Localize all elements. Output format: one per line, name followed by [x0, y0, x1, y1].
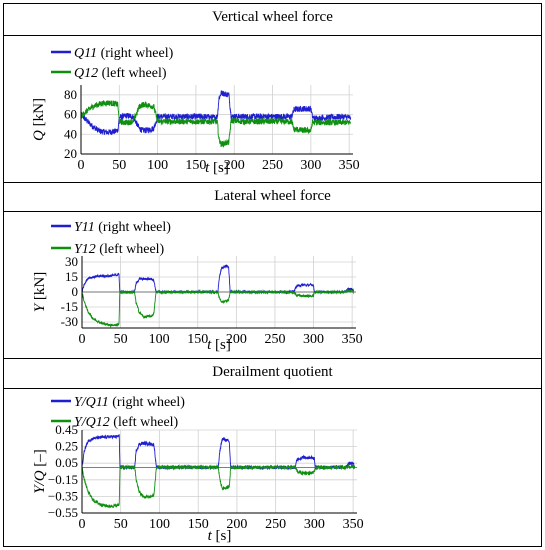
series-line-0: [81, 263, 355, 295]
y-tick-label: -30: [61, 314, 78, 329]
series-line-1: [81, 288, 355, 328]
x-tick-label: 0: [79, 332, 86, 347]
series-line-0: [80, 90, 352, 136]
x-tick-label: 250: [264, 332, 285, 347]
x-axis-label: t [s]: [208, 528, 232, 544]
panel-divider-2: [4, 358, 541, 359]
y-tick-label: 40: [64, 126, 77, 141]
series-line-0: [81, 434, 356, 471]
y-tick-label: 15: [65, 269, 78, 284]
y-tick-label: 0.25: [55, 439, 78, 454]
legend-label-0: Y11 (right wheel): [74, 220, 171, 235]
y-tick-label: 30: [65, 254, 78, 269]
x-tick-label: 50: [114, 517, 128, 532]
y-tick-label: 60: [64, 107, 77, 122]
panel-2-title-divider: [4, 211, 541, 212]
y-tick-label: 0.05: [55, 455, 78, 470]
x-tick-label: 100: [147, 158, 168, 173]
y-tick-label: −0.15: [48, 472, 78, 487]
panel-1-title-divider: [4, 35, 541, 36]
x-tick-label: 200: [226, 332, 247, 347]
y-tick-label: −0.55: [48, 505, 78, 520]
legend-label-1: Y12 (left wheel): [74, 242, 165, 257]
series-line-1: [81, 463, 356, 509]
x-tick-label: 150: [187, 332, 208, 347]
x-axis-label: t [s]: [205, 160, 229, 176]
panel-2-title: Lateral wheel force: [214, 188, 331, 204]
derailment-quotient-chart: 0 50 100 150 200 250 300 350 −0.55 −0.35−0.15 0.05…: [32, 395, 364, 544]
x-tick-label: 150: [188, 517, 209, 532]
x-tick-label: 350: [339, 158, 360, 173]
x-tick-label: 50: [112, 158, 126, 173]
panel-divider-1: [4, 182, 541, 183]
legend-label-1: Y/Q12 (left wheel): [74, 415, 179, 430]
x-tick-label: 0: [78, 158, 85, 173]
x-tick-label: 350: [343, 517, 364, 532]
y-tick-label: 0.45: [55, 422, 78, 437]
y-tick-label: -15: [61, 299, 78, 314]
legend-label-1: Q12 (left wheel): [74, 66, 167, 81]
x-tick-label: 250: [262, 158, 283, 173]
x-tick-label: 50: [114, 332, 128, 347]
legend-label-0: Q11 (right wheel): [74, 46, 174, 61]
x-tick-label: 250: [265, 517, 286, 532]
panel-3-title-divider: [4, 388, 541, 389]
legend-label-0: Y/Q11 (right wheel): [74, 395, 185, 410]
y-tick-label: 0: [72, 284, 79, 299]
y-tick-label: 20: [64, 146, 77, 161]
figure: Vertical wheel force 0 50 100 150 200 250 300 3…: [3, 3, 542, 547]
x-tick-label: 150: [185, 158, 206, 173]
x-tick-label: 350: [342, 332, 363, 347]
x-tick-label: 0: [79, 517, 86, 532]
x-tick-label: 200: [224, 158, 245, 173]
x-tick-label: 300: [303, 332, 324, 347]
panel-3-title: Derailment quotient: [212, 364, 333, 380]
y-axis-label: Y [kN]: [32, 272, 48, 312]
panel-1-title: Vertical wheel force: [212, 9, 333, 25]
vertical-force-chart: 0 50 100 150 200 250 300 350 20 40 60 80 t [s] Q [kN]…: [31, 46, 360, 176]
y-tick-label: 80: [64, 87, 77, 102]
x-axis-label: t [s]: [207, 337, 231, 353]
x-tick-label: 200: [226, 517, 247, 532]
x-tick-label: 300: [300, 158, 321, 173]
y-axis-label: Y/Q [–]: [32, 449, 48, 494]
x-tick-label: 100: [149, 332, 170, 347]
series-line-1: [80, 100, 351, 148]
x-tick-label: 300: [304, 517, 325, 532]
y-tick-label: −0.35: [48, 488, 78, 503]
y-axis-label: Q [kN]: [31, 98, 47, 141]
x-tick-label: 100: [149, 517, 170, 532]
